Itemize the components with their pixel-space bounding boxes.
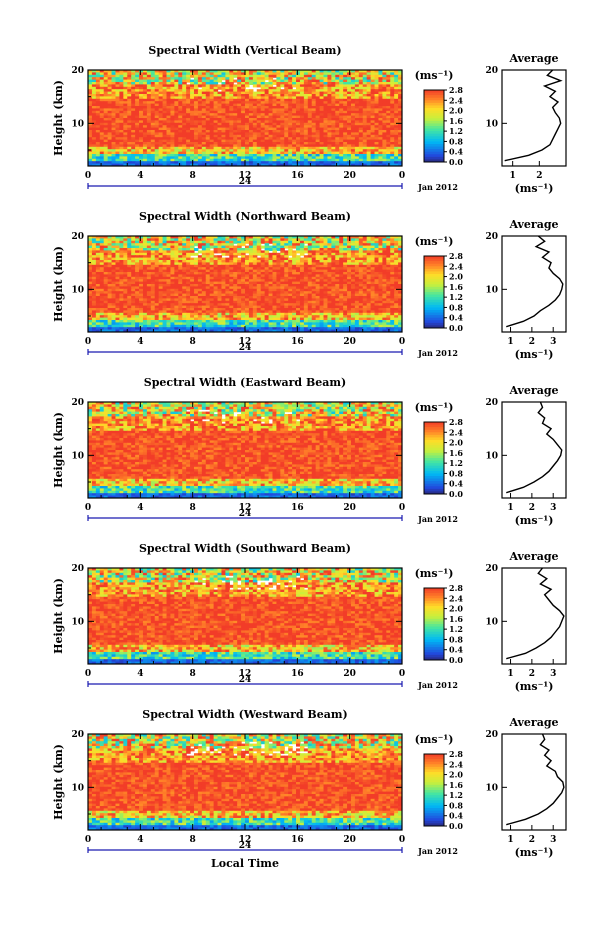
- x-tick-label: 16: [291, 171, 304, 181]
- colorbar-tick-label: 2.8: [449, 85, 463, 95]
- heatmap-cell: [249, 82, 254, 85]
- colorbar-tick-label: 0.8: [449, 136, 463, 146]
- average-x-tick-label: 1: [510, 171, 516, 181]
- heatmap-cell: [214, 250, 219, 253]
- heatmap-cell: [304, 241, 309, 244]
- heatmap-cell: [237, 253, 242, 256]
- colorbar-unit: (ms⁻¹): [415, 69, 454, 82]
- heatmap-cell: [198, 250, 203, 253]
- colorbar-tick-label: 2.4: [449, 95, 463, 105]
- colorbar-tick-label: 1.2: [449, 126, 463, 136]
- heatmap-cell: [241, 243, 246, 246]
- day-label: 24: [239, 177, 252, 187]
- panel-1: Spectral Width (Vertical Beam)2010Height…: [52, 44, 566, 195]
- average-y-tick-label: 20: [485, 66, 498, 76]
- heatmap-cell: [261, 246, 266, 249]
- heatmap-cell: [292, 84, 297, 87]
- panel-title: Spectral Width (Vertical Beam): [148, 44, 341, 57]
- heatmap-cell: [296, 250, 301, 253]
- average-profile: Average 20 10 1 2(ms⁻¹): [485, 52, 566, 195]
- colorbar-tick-label: 0.0: [449, 157, 463, 167]
- y-tick-label: 20: [71, 66, 84, 76]
- colorbar-tick-label: 2.0: [449, 106, 463, 116]
- colorbar-tick-label: 0.4: [449, 147, 463, 157]
- heatmap-cell: [218, 80, 223, 83]
- average-frame: [502, 70, 566, 166]
- heatmap-cell: [194, 248, 199, 251]
- heatmap-cell: [261, 241, 266, 244]
- heatmap-cell: [288, 253, 293, 256]
- panel-title: Spectral Width (Northward Beam): [139, 210, 351, 223]
- x-tick-label: 20: [343, 171, 356, 181]
- heatmap-cell: [292, 246, 297, 249]
- heatmap-cell: [186, 80, 191, 83]
- average-y-tick-label: 10: [485, 119, 498, 129]
- heatmap-cell: [280, 84, 285, 87]
- colorbar: 2.82.42.01.61.20.80.40.0: [424, 85, 463, 167]
- heatmap-cells: [88, 70, 403, 167]
- heatmap-cell: [272, 82, 277, 85]
- heatmap-cell: [221, 253, 226, 256]
- heatmap-cell: [221, 77, 226, 80]
- heatmap-cell: [245, 241, 250, 244]
- date-label: Jan 2012: [417, 182, 458, 192]
- heatmap-cell: [284, 246, 289, 249]
- heatmap-cell: [245, 250, 250, 253]
- heatmap-cell: [257, 253, 262, 256]
- heatmap-cell: [218, 250, 223, 253]
- heatmap-cell: [269, 241, 274, 244]
- x-tick-label: 8: [190, 171, 196, 181]
- heatmap-cell: [194, 253, 199, 256]
- heatmap-cell: [218, 87, 223, 90]
- heatmap-cell: [272, 75, 277, 78]
- y-tick-label: 10: [71, 119, 84, 129]
- x-tick-label: 0: [399, 171, 405, 181]
- average-x-tick-label: 2: [536, 171, 542, 181]
- colorbar-tick-label: 1.6: [449, 116, 463, 126]
- heatmap-cell: [304, 250, 309, 253]
- heatmap-cell: [276, 248, 281, 251]
- heatmap-cell: [233, 241, 238, 244]
- heatmap-cell: [233, 80, 238, 83]
- heatmap-cell: [198, 84, 203, 87]
- average-line: [505, 70, 561, 161]
- heatmap-cell: [300, 253, 305, 256]
- panel-2: Spectral Width (Northward Beam)2010Heigh…: [52, 210, 566, 361]
- heatmap-cell: [253, 84, 258, 87]
- heatmap-cell: [245, 84, 250, 87]
- heatmap-cell: [265, 77, 270, 80]
- heatmap-cell: [198, 246, 203, 249]
- x-tick-label: 4: [137, 171, 143, 181]
- heatmap-cell: [233, 75, 238, 78]
- heatmap-cell: [269, 248, 274, 251]
- heatmap-cell: [225, 253, 230, 256]
- heatmap-cell: [190, 253, 195, 256]
- heatmap-cell: [210, 246, 215, 249]
- heatmap-cell: [190, 75, 195, 78]
- average-title: Average: [508, 52, 558, 65]
- heatmap-cell: [194, 243, 199, 246]
- average-x-label: (ms⁻¹): [515, 182, 554, 195]
- y-axis-label: Height (km): [52, 80, 65, 156]
- heatmap-cell: [257, 84, 262, 87]
- heatmap-cells: [88, 236, 403, 333]
- x-tick-label: 0: [85, 171, 91, 181]
